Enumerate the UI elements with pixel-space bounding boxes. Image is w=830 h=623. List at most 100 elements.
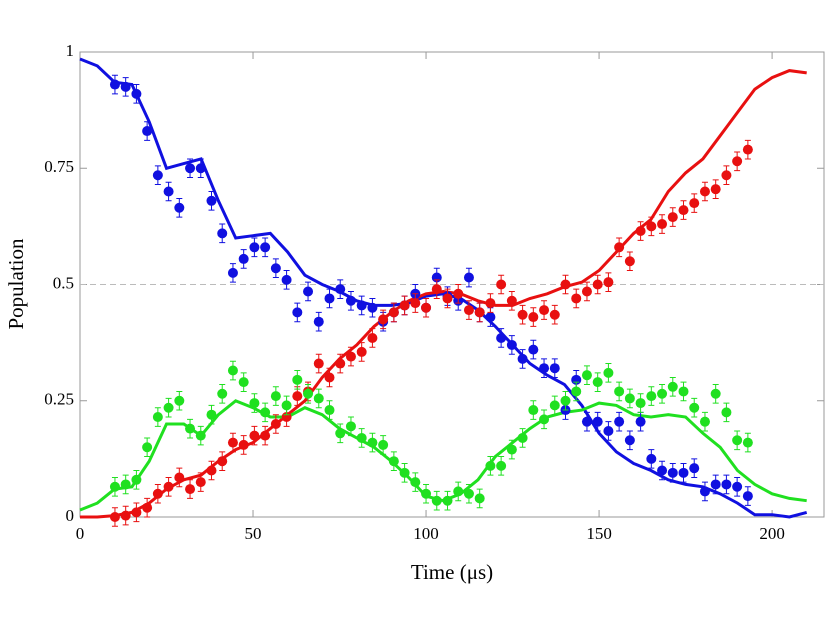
y-tick-label: 0.5 bbox=[53, 273, 74, 292]
data-point bbox=[603, 277, 614, 288]
data-point bbox=[206, 195, 217, 206]
model-line bbox=[79, 57, 808, 519]
data-point bbox=[120, 479, 131, 490]
data-point bbox=[614, 416, 625, 427]
data-point bbox=[142, 442, 153, 453]
data-point bbox=[227, 437, 238, 448]
data-point bbox=[678, 386, 689, 397]
data-point bbox=[549, 363, 560, 374]
data-point bbox=[678, 205, 689, 216]
data-point bbox=[303, 286, 314, 297]
data-point bbox=[506, 295, 517, 306]
data-point bbox=[217, 456, 228, 467]
data-point bbox=[195, 477, 206, 488]
data-point bbox=[131, 507, 142, 518]
data-point bbox=[313, 316, 324, 327]
x-tick-label: 200 bbox=[759, 524, 785, 543]
x-tick-label: 100 bbox=[413, 524, 439, 543]
data-point bbox=[614, 242, 625, 253]
data-point bbox=[485, 298, 496, 309]
data-point bbox=[270, 419, 281, 429]
data-point bbox=[581, 416, 592, 427]
data-point bbox=[281, 400, 292, 411]
data-point bbox=[227, 267, 238, 278]
data-point bbox=[528, 405, 539, 416]
data-point bbox=[496, 460, 507, 471]
data-point bbox=[528, 344, 539, 355]
data-point bbox=[185, 163, 196, 174]
data-point bbox=[614, 386, 625, 397]
data-point bbox=[163, 186, 174, 197]
data-point bbox=[506, 339, 517, 350]
data-point bbox=[517, 432, 528, 443]
data-point bbox=[539, 363, 550, 374]
data-point bbox=[635, 416, 646, 427]
data-point bbox=[345, 421, 356, 432]
data-point bbox=[388, 456, 399, 467]
data-point bbox=[624, 256, 635, 267]
data-point bbox=[206, 409, 217, 420]
data-point bbox=[624, 393, 635, 404]
data-point bbox=[635, 226, 646, 237]
data-point bbox=[399, 467, 410, 478]
data-point bbox=[109, 79, 120, 90]
data-point bbox=[742, 491, 753, 502]
data-point bbox=[485, 312, 496, 323]
data-point bbox=[109, 512, 120, 522]
data-point bbox=[732, 156, 743, 167]
x-axis-title: Time (μs) bbox=[411, 560, 493, 584]
data-point bbox=[260, 407, 271, 418]
data-point bbox=[303, 388, 314, 399]
data-point bbox=[356, 300, 367, 311]
data-point bbox=[646, 391, 657, 402]
data-point bbox=[474, 493, 485, 504]
data-point bbox=[410, 477, 421, 488]
data-point bbox=[624, 435, 635, 446]
data-point bbox=[399, 300, 410, 311]
data-point bbox=[260, 430, 271, 441]
y-tick-label: 0.75 bbox=[44, 157, 74, 176]
data-point bbox=[463, 305, 474, 316]
y-axis-title: Population bbox=[4, 238, 28, 330]
data-point bbox=[367, 437, 378, 448]
data-point bbox=[335, 428, 346, 439]
data-point bbox=[249, 398, 260, 409]
data-point bbox=[367, 332, 378, 343]
data-point bbox=[506, 444, 517, 455]
data-point bbox=[442, 293, 453, 304]
data-point bbox=[657, 219, 668, 230]
data-point bbox=[131, 88, 142, 99]
data-point bbox=[378, 314, 389, 325]
data-point bbox=[528, 312, 539, 323]
data-point bbox=[152, 412, 163, 423]
data-point bbox=[592, 416, 603, 427]
data-point bbox=[732, 481, 743, 492]
data-point bbox=[217, 388, 228, 399]
data-point bbox=[592, 377, 603, 388]
x-tick-label: 0 bbox=[76, 524, 85, 543]
data-point bbox=[721, 170, 732, 181]
data-point bbox=[603, 425, 614, 436]
y-tick-label: 0 bbox=[66, 506, 75, 525]
data-point bbox=[603, 367, 614, 378]
data-point bbox=[732, 435, 743, 446]
data-point bbox=[689, 402, 700, 413]
data-point bbox=[421, 488, 432, 499]
data-point bbox=[174, 202, 185, 213]
data-point bbox=[227, 365, 238, 376]
data-point bbox=[721, 479, 732, 490]
data-point bbox=[496, 279, 507, 290]
data-point bbox=[163, 481, 174, 492]
data-point bbox=[571, 386, 582, 397]
data-point bbox=[485, 460, 496, 471]
data-point bbox=[517, 309, 528, 320]
data-point bbox=[699, 416, 710, 427]
data-point bbox=[549, 400, 560, 411]
data-point bbox=[249, 242, 260, 253]
data-point bbox=[539, 305, 550, 316]
data-point bbox=[152, 488, 163, 499]
data-point bbox=[581, 286, 592, 297]
data-point bbox=[174, 395, 185, 406]
data-point bbox=[324, 293, 335, 304]
data-point bbox=[635, 398, 646, 409]
